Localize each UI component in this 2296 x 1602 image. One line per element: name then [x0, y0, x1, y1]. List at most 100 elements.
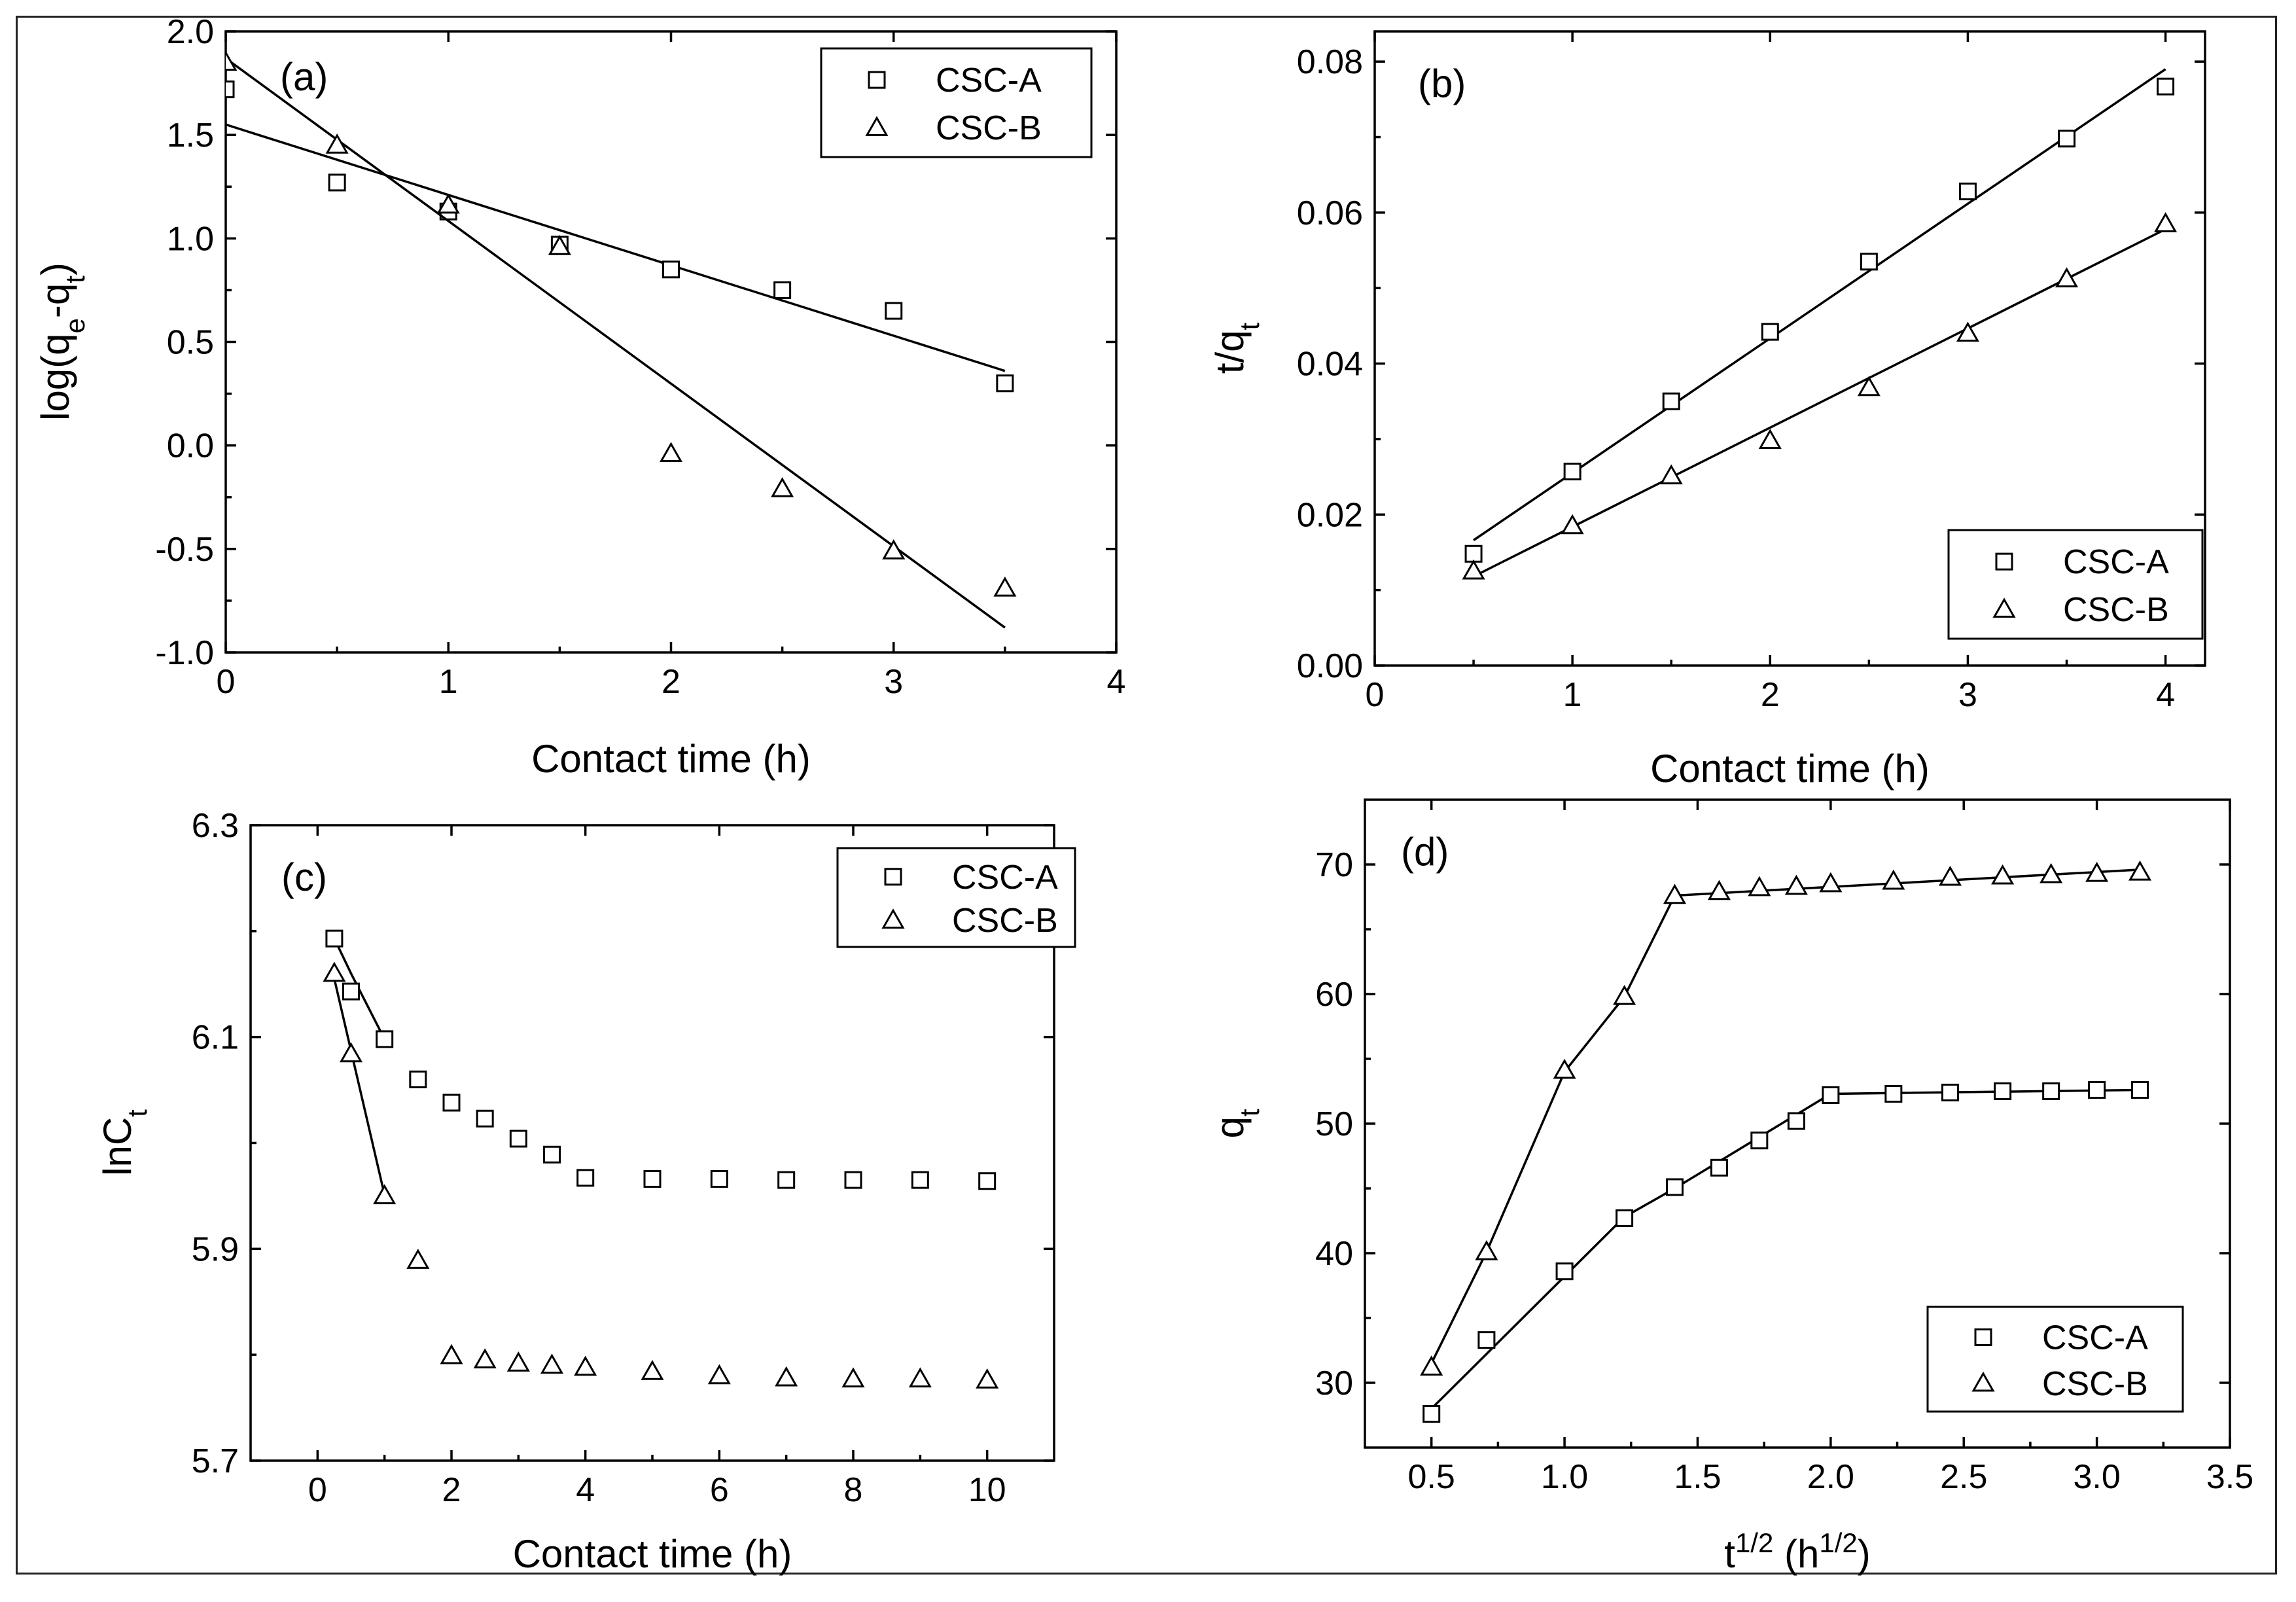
y-tick-label: 6.1: [192, 1019, 239, 1057]
data-point-csc-b: [1553, 1058, 1576, 1079]
data-point-csc-b: [506, 1351, 530, 1372]
data-point-csc-b: [1857, 376, 1881, 397]
legend-label-csc-b: CSC-B: [2042, 1365, 2148, 1403]
data-point-csc-b: [548, 235, 571, 255]
y-tick-label: 0.0: [167, 427, 214, 465]
data-point-csc-a: [1555, 1262, 1574, 1281]
data-point-csc-a: [1941, 1083, 1959, 1101]
data-point-csc-a: [1822, 1086, 1840, 1104]
data-point-csc-b: [574, 1355, 597, 1376]
legend-marker-csc-b: [881, 908, 905, 929]
y-tick-label: 0.06: [1297, 194, 1363, 232]
x-tick-label: 0: [1366, 676, 1385, 714]
y-axis-title: log(qe-qt): [33, 262, 90, 421]
data-point-csc-a: [1787, 1112, 1805, 1130]
y-tick-label: 1.0: [167, 220, 214, 258]
panel-label: (d): [1401, 830, 1449, 874]
data-point-csc-b: [373, 1184, 397, 1205]
data-layer: [226, 50, 1017, 629]
x-tick-label: 2: [442, 1471, 461, 1509]
x-tick-label: 0.5: [1408, 1458, 1455, 1496]
x-axis-title: t1/2 (h1/2): [1724, 1527, 1870, 1576]
data-point-csc-a: [2157, 77, 2175, 96]
legend: CSC-A CSC-B: [1926, 1306, 2184, 1413]
x-tick-label: 8: [844, 1471, 863, 1509]
data-point-csc-a: [1477, 1331, 1496, 1349]
y-tick-label: 50: [1315, 1105, 1353, 1143]
y-tick-label: -1.0: [155, 634, 214, 672]
data-point-csc-b: [2128, 860, 2152, 881]
data-point-csc-b: [1420, 1355, 1443, 1376]
x-tick-label: 4: [2156, 676, 2175, 714]
panel-label: (a): [280, 55, 328, 99]
data-point-csc-a: [978, 1172, 997, 1190]
data-point-csc-a: [1662, 392, 1680, 410]
data-point-csc-b: [2055, 267, 2079, 288]
legend-label-csc-b: CSC-B: [2063, 591, 2169, 629]
data-point-csc-a: [885, 302, 903, 320]
data-point-csc-b: [841, 1367, 865, 1388]
y-axis-title: lnCt: [96, 1109, 152, 1176]
data-point-csc-b: [771, 477, 794, 497]
data-point-csc-a: [1884, 1084, 1903, 1103]
data-point-csc-b: [323, 961, 346, 982]
x-tick-label: 2.5: [1940, 1458, 1987, 1496]
x-tick-label: 3.0: [2073, 1458, 2120, 1496]
data-point-csc-b: [339, 1042, 363, 1063]
data-point-csc-b: [436, 193, 460, 214]
data-point-csc-b: [882, 539, 906, 560]
data-point-csc-b: [1475, 1240, 1498, 1260]
panel-label: (b): [1418, 62, 1466, 105]
data-point-csc-b: [659, 442, 683, 463]
x-tick-label: 3: [1958, 676, 1977, 714]
legend: CSC-A CSC-B: [836, 847, 1076, 948]
y-tick-label: 70: [1315, 846, 1353, 884]
data-point-csc-a: [226, 80, 235, 99]
data-point-csc-a: [777, 1171, 796, 1189]
data-point-csc-a: [1750, 1131, 1769, 1150]
data-point-csc-a: [2088, 1081, 2106, 1099]
data-point-csc-b: [1956, 321, 1979, 342]
fit-line-csc-a: [333, 938, 386, 1040]
fit-line-csc-b: [1430, 868, 2140, 1364]
x-tick-label: 3: [884, 663, 903, 701]
y-tick-label: 0.00: [1297, 647, 1363, 685]
x-tick-label: 6: [710, 1471, 729, 1509]
y-tick-label: 1.5: [167, 116, 214, 154]
data-point-csc-a: [844, 1171, 862, 1189]
data-layer: [323, 929, 999, 1389]
fit-line-csc-b: [1473, 228, 2166, 578]
data-point-csc-a: [1665, 1178, 1684, 1196]
data-point-csc-a: [1860, 253, 1878, 271]
legend-label-csc-a: CSC-A: [952, 859, 1058, 897]
legend-label-csc-b: CSC-B: [952, 902, 1058, 940]
panel-c: 0 2 4 6 8 10 5.7 5.9 6.1 6.3 Contact time (h) lnCt (…: [96, 807, 1076, 1576]
data-point-csc-b: [2154, 212, 2178, 232]
y-axis-title: qt: [1208, 1109, 1265, 1138]
x-tick-label: 1: [439, 663, 458, 701]
data-point-csc-a: [576, 1169, 595, 1187]
legend-label-csc-a: CSC-A: [936, 62, 1042, 99]
data-point-csc-a: [376, 1030, 394, 1048]
x-tick-label: 2: [662, 663, 680, 701]
x-tick-label: 0: [217, 663, 236, 701]
data-point-csc-a: [643, 1170, 662, 1188]
y-tick-label: 2.0: [167, 13, 214, 51]
y-tick-label: 60: [1315, 976, 1353, 1014]
x-tick-label: 2.0: [1807, 1458, 1854, 1496]
legend-label-csc-b: CSC-B: [936, 109, 1042, 147]
x-tick-label: 1: [1563, 676, 1582, 714]
y-tick-label: -0.5: [155, 531, 214, 569]
x-tick-label: 1.0: [1541, 1458, 1588, 1496]
y-tick-label: 5.9: [192, 1230, 239, 1268]
legend: CSC-A CSC-B: [820, 47, 1093, 158]
data-point-csc-b: [1938, 865, 1962, 886]
legend-marker-csc-a: [1995, 552, 2013, 571]
data-point-csc-b: [540, 1353, 564, 1374]
legend-marker-csc-a: [1974, 1328, 1992, 1346]
fit-line-csc-a: [1473, 68, 2166, 541]
legend-marker-csc-a: [884, 868, 902, 886]
data-point-csc-a: [710, 1170, 728, 1188]
x-tick-label: 1.5: [1674, 1458, 1721, 1496]
panel-label: (c): [281, 855, 327, 899]
